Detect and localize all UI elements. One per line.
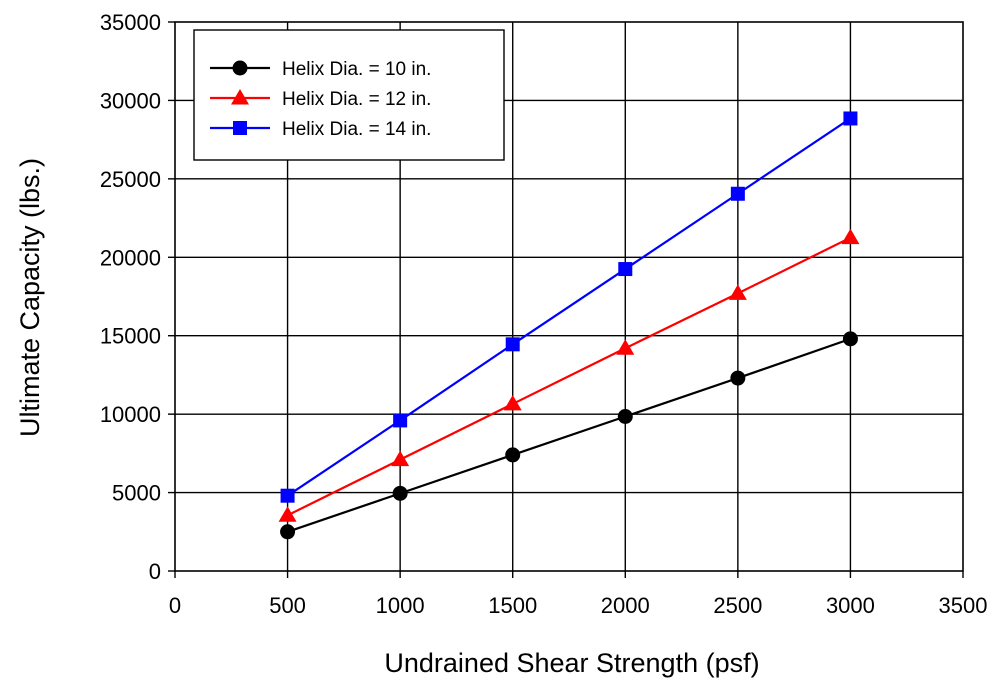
legend-marker-triangle [231, 89, 249, 105]
x-tick-label: 3500 [939, 593, 988, 618]
series-line [286, 117, 852, 497]
legend-label: Helix Dia. = 10 in. [282, 59, 431, 80]
data-point-square [730, 186, 745, 201]
y-tick-label: 10000 [100, 402, 161, 427]
x-tick-label: 3000 [826, 593, 875, 618]
legend-item: Helix Dia. = 10 in. [210, 59, 431, 80]
data-point-square [280, 488, 295, 503]
data-point-square [843, 111, 858, 126]
x-tick-label: 1500 [488, 593, 537, 618]
x-tick-label: 1000 [376, 593, 425, 618]
data-point-square [618, 262, 633, 277]
data-point-triangle [503, 394, 522, 411]
legend: Helix Dia. = 10 in. Helix Dia. = 12 in. He… [193, 29, 505, 161]
data-point-triangle [278, 506, 297, 522]
data-point-circle [392, 485, 408, 501]
data-point-circle [617, 408, 633, 424]
axis-ticks: 0 500 1000 1500 2000 2500 3000 3500050001000015… [100, 10, 988, 618]
series-line [287, 236, 851, 517]
data-point-triangle [728, 284, 747, 300]
series-1 [280, 331, 858, 540]
legend-item: Helix Dia. = 14 in. [210, 119, 431, 140]
data-point-circle [730, 370, 746, 386]
data-point-circle [280, 524, 296, 540]
legend-item: Helix Dia. = 12 in. [210, 89, 431, 110]
series-3 [280, 111, 858, 503]
data-point-square [393, 413, 408, 428]
x-tick-label: 0 [169, 593, 181, 618]
y-tick-label: 15000 [100, 324, 161, 349]
data-point-triangle [616, 339, 635, 355]
series-group [278, 111, 860, 540]
y-tick-label: 30000 [100, 88, 161, 113]
x-axis-title: Undrained Shear Strength (psf) [384, 648, 759, 678]
y-tick-label: 25000 [100, 167, 161, 192]
data-point-square [505, 337, 520, 352]
x-tick-label: 500 [269, 593, 306, 618]
series-2 [278, 228, 860, 522]
plot-area-frame [174, 21, 964, 572]
legend-label: Helix Dia. = 14 in. [282, 119, 431, 140]
legend-marker-circle [232, 60, 248, 76]
legend-marker-square [233, 121, 247, 135]
y-tick-label: 0 [149, 559, 161, 584]
y-tick-label: 20000 [100, 245, 161, 270]
data-point-triangle [391, 450, 410, 467]
y-axis-title: Ultimate Capacity (lbs.) [15, 158, 45, 437]
x-tick-label: 2500 [713, 593, 762, 618]
series-line [287, 337, 851, 533]
x-tick-label: 2000 [601, 593, 650, 618]
legend-box [193, 29, 505, 161]
legend-label: Helix Dia. = 12 in. [282, 89, 431, 110]
data-point-circle [505, 447, 521, 463]
data-point-triangle [841, 228, 860, 245]
y-tick-label: 35000 [100, 10, 161, 35]
data-point-circle [842, 331, 858, 347]
y-tick-label: 5000 [112, 481, 161, 506]
